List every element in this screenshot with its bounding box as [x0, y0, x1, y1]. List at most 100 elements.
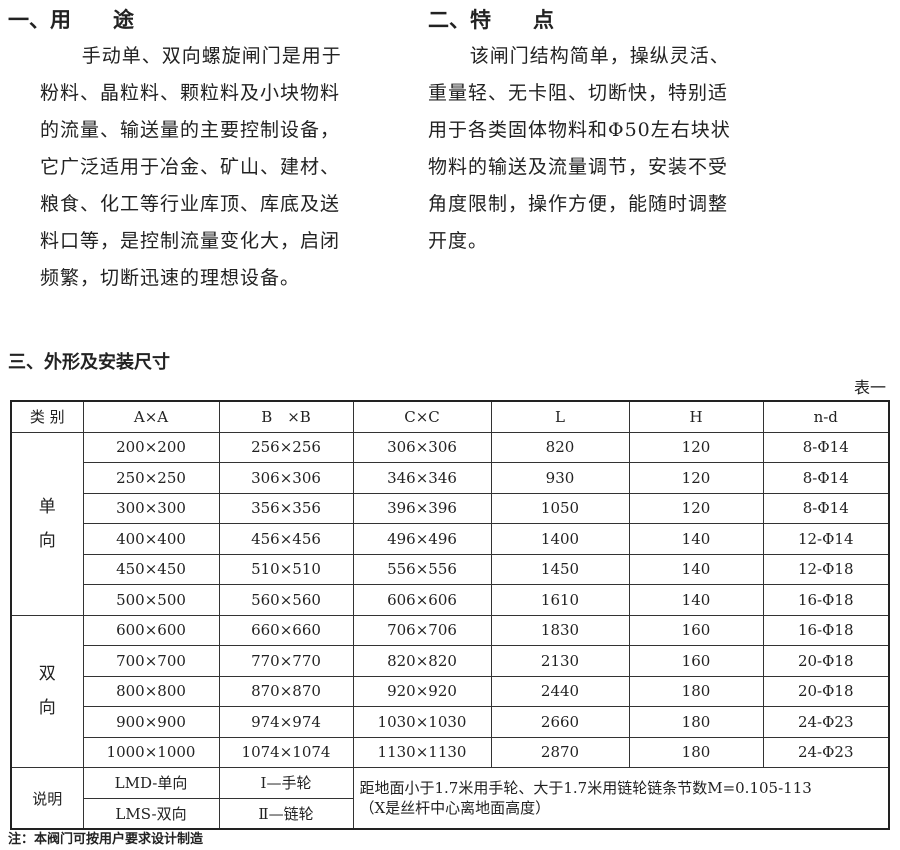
text-line: 重量轻、无卡阻、切断快，特别适 [428, 82, 729, 104]
table-row: 700×700 770×770 820×820 2130 160 20-Φ18 [11, 645, 890, 677]
table-row: 800×800 870×870 920×920 2440 180 20-Φ18 [11, 675, 890, 707]
table-cell: 346×346 [352, 462, 492, 494]
table-cell: 180 [628, 675, 764, 707]
table-cell: 456×456 [218, 523, 354, 555]
text-line: 该闸门结构简单，操纵灵活、 [469, 45, 730, 67]
table-cell: 1030×1030 [352, 706, 492, 738]
table-label: 表一 [853, 378, 886, 397]
group-double: 双 向 [10, 614, 84, 768]
table-cell: 820×820 [352, 645, 492, 677]
table-cell: 306×306 [352, 431, 492, 463]
section1-body: 手动单、双向螺旋闸门是用于 粉料、晶粒料、颗粒料及小块物料 的流量、输送量的主要控制… [40, 38, 380, 297]
table-row: 单 向 200×200 256×256 306×306 820 120 8-Φ14 [10, 431, 890, 616]
table-cell: 140 [628, 553, 764, 585]
table-cell: 300×300 [82, 492, 220, 524]
table-cell: 250×250 [82, 462, 220, 494]
table-cell: 930 [490, 462, 630, 494]
table-cell: A×A [82, 400, 220, 433]
table-cell: 12-Φ14 [762, 523, 890, 555]
table-cell: 2130 [490, 645, 630, 677]
table-cell: 1400 [490, 523, 630, 555]
table-row: 1000×1000 1074×1074 1130×1130 2870 180 24-Φ23 [11, 736, 890, 768]
notes-row: LMS-双向 Ⅱ—链轮 [11, 797, 889, 830]
table-cell: 706×706 [352, 614, 492, 646]
table-cell: 20-Φ18 [762, 675, 890, 707]
table-cell: 560×560 [218, 584, 354, 616]
table-cell: B ×B [218, 400, 354, 433]
table-cell: LMS-双向 [82, 797, 220, 830]
table-cell: 450×450 [82, 553, 220, 585]
table-cell: 400×400 [82, 523, 220, 555]
table-cell: 510×510 [218, 553, 354, 585]
table-cell: 606×606 [352, 584, 492, 616]
text-line: 手动单、双向螺旋闸门是用于 [81, 45, 342, 67]
table-cell: 870×870 [218, 675, 354, 707]
table-cell: 24-Φ23 [762, 736, 890, 768]
text-line: 用于各类固体物料和Φ50左右块状 [428, 119, 731, 141]
footnote: 注：本阀门可按用户要求设计制造 [8, 832, 204, 847]
table-cell: 2440 [490, 675, 630, 707]
table-cell: 2870 [490, 736, 630, 768]
text-line: 物料的输送及流量调节，安装不受 [428, 156, 729, 178]
table-cell: 类 别 [10, 400, 84, 433]
table-row: 250×250 306×306 346×346 930 120 8-Φ14 [11, 462, 890, 494]
table-cell: 1130×1130 [352, 736, 492, 768]
section3-title: 三、外形及安装尺寸 [8, 352, 170, 373]
table-cell: 306×306 [218, 462, 354, 494]
table-cell: 920×920 [352, 675, 492, 707]
notes-row: 说明 LMD-单向 Ⅰ—手轮 距地面小于1.7米用手轮、大于1.7米用链轮链条节数M=… [10, 767, 890, 830]
group-single: 单 向 [10, 431, 84, 616]
table-cell: Ⅰ—手轮 [218, 767, 354, 799]
table-row: 400×400 456×456 496×496 1400 140 12-Φ14 [11, 523, 890, 555]
table-cell: 24-Φ23 [762, 706, 890, 738]
table-cell: 12-Φ18 [762, 553, 890, 585]
table-cell: 974×974 [218, 706, 354, 738]
table-cell: 800×800 [82, 675, 220, 707]
table-cell: 1074×1074 [218, 736, 354, 768]
table-cell: 200×200 [82, 431, 220, 463]
table-cell: 120 [628, 462, 764, 494]
table-cell: 160 [628, 645, 764, 677]
table-cell: 120 [628, 431, 764, 463]
table-cell: 496×496 [352, 523, 492, 555]
table-row: 双 向 600×600 660×660 706×706 1830 160 16-Φ18 [10, 614, 890, 768]
note-line: 距地面小于1.7米用手轮、大于1.7米用链轮链条节数M=0.105-113 [359, 779, 812, 797]
table-cell: 8-Φ14 [762, 492, 890, 524]
table-cell: 16-Φ18 [762, 614, 890, 646]
text-line: 的流量、输送量的主要控制设备， [40, 119, 341, 141]
table-cell: 16-Φ18 [762, 584, 890, 616]
table-cell: 180 [628, 706, 764, 738]
table-cell: 1450 [490, 553, 630, 585]
table-cell: 20-Φ18 [762, 645, 890, 677]
table-cell: 180 [628, 736, 764, 768]
notes-text: 距地面小于1.7米用手轮、大于1.7米用链轮链条节数M=0.105-113 （X是… [352, 767, 890, 830]
table-cell: 1610 [490, 584, 630, 616]
table-cell: 900×900 [82, 706, 220, 738]
table-cell: 660×660 [218, 614, 354, 646]
table-cell: 120 [628, 492, 764, 524]
table-cell: L [490, 400, 630, 433]
text-line: 粮食、化工等行业库顶、库底及送 [40, 193, 341, 215]
table-cell: n-d [762, 400, 890, 433]
text-line: 料口等，是控制流量变化大，启闭 [40, 230, 341, 252]
section2-body: 该闸门结构简单，操纵灵活、重量轻、无卡阻、切断快，特别适 用于各类固体物料和Φ50… [428, 38, 788, 260]
table-cell: 600×600 [82, 614, 220, 646]
table-cell: Ⅱ—链轮 [218, 797, 354, 830]
table-cell: 1000×1000 [82, 736, 220, 768]
table-row: 500×500 560×560 606×606 1610 140 16-Φ18 [11, 584, 890, 616]
table-cell: 140 [628, 523, 764, 555]
table-cell: 160 [628, 614, 764, 646]
table-cell: LMD-单向 [82, 767, 220, 799]
table-cell: 2660 [490, 706, 630, 738]
table-cell: 140 [628, 584, 764, 616]
text-line: 开度。 [428, 230, 489, 252]
table-cell: 770×770 [218, 645, 354, 677]
table-cell: 1050 [490, 492, 630, 524]
table-cell: H [628, 400, 764, 433]
table-cell: 820 [490, 431, 630, 463]
table-cell: 556×556 [352, 553, 492, 585]
note-line: （X是丝杆中心离地面高度） [359, 799, 551, 817]
text-line: 角度限制，操作方便，能随时调整 [428, 193, 729, 215]
